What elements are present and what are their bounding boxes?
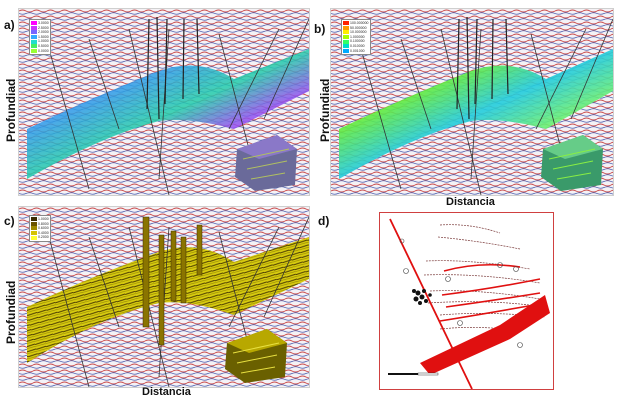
scale-bar bbox=[388, 372, 439, 376]
legend-swatch bbox=[31, 235, 37, 240]
fault-lines bbox=[360, 18, 613, 195]
legend-swatch bbox=[343, 48, 349, 53]
panel-d-label: d) bbox=[318, 214, 330, 228]
legend-value: 2.5000 bbox=[38, 25, 49, 30]
panel-a-label: a) bbox=[4, 18, 15, 32]
attribute-volume-band bbox=[339, 49, 613, 179]
legend-value: 0.4000 bbox=[38, 230, 49, 235]
legend-swatch bbox=[31, 30, 37, 35]
legend-value: 1.5000 bbox=[38, 34, 49, 39]
legend-value: 10.000000 bbox=[350, 30, 367, 35]
fault-lines bbox=[48, 18, 309, 195]
panel-a-svg bbox=[19, 9, 309, 195]
red-polygon bbox=[420, 295, 550, 375]
legend-value: 0.001000 bbox=[350, 48, 365, 53]
well-symbols bbox=[399, 238, 523, 348]
panel-b-legend: 100.000000 50.000000 10.000000 1.000000 … bbox=[341, 19, 371, 56]
panel-c-y-axis-label: Profundiad bbox=[4, 280, 18, 344]
panel-d-structural-map bbox=[379, 212, 554, 390]
panel-a-y-axis-label: Profundiad bbox=[4, 78, 18, 142]
panel-b-seismic-section: 100.000000 50.000000 10.000000 1.000000 … bbox=[330, 8, 614, 196]
attribute-volume-band bbox=[27, 49, 309, 179]
legend-swatch bbox=[343, 44, 349, 49]
panel-b-svg bbox=[331, 9, 613, 195]
attribute-volume-band bbox=[27, 237, 309, 363]
legend-value: 1.000000 bbox=[350, 34, 365, 39]
panel-d-svg bbox=[388, 218, 550, 389]
well-paths bbox=[146, 16, 200, 120]
legend-value: 0.2000 bbox=[38, 235, 49, 240]
legend-value: 0.0000 bbox=[38, 48, 49, 53]
legend-value: 0.5000 bbox=[38, 43, 49, 48]
legend-value: 1.0000 bbox=[38, 39, 49, 44]
legend-swatch bbox=[31, 35, 37, 40]
panel-b-x-axis-label: Distancia bbox=[446, 196, 495, 208]
legend-value: 3.0000 bbox=[38, 21, 49, 25]
legend-value: 50.000000 bbox=[350, 25, 367, 30]
panel-c-legend: 1.0000 0.8000 0.6000 0.4000 0.2000 bbox=[29, 215, 51, 242]
well-paths bbox=[456, 16, 509, 120]
legend-swatch bbox=[31, 226, 37, 231]
legend-swatch bbox=[31, 21, 37, 26]
legend-value: 0.8000 bbox=[38, 221, 49, 226]
well-locations bbox=[412, 289, 432, 305]
legend-value: 0.6000 bbox=[38, 226, 49, 231]
panel-c-svg bbox=[19, 207, 309, 387]
legend-value: 0.010000 bbox=[350, 43, 365, 48]
legend-swatch bbox=[31, 39, 37, 44]
legend-swatch bbox=[343, 39, 349, 44]
legend-swatch bbox=[31, 231, 37, 236]
legend-swatch bbox=[343, 21, 349, 26]
well-columns bbox=[142, 216, 203, 346]
panel-c-x-axis-label: Distancia bbox=[142, 386, 191, 398]
legend-swatch bbox=[343, 30, 349, 35]
panel-b-label: b) bbox=[314, 22, 326, 36]
panel-c-seismic-section: 1.0000 0.8000 0.6000 0.4000 0.2000 bbox=[18, 206, 310, 388]
legend-value: 2.0000 bbox=[38, 30, 49, 35]
panel-a-legend: 3.0000 2.5000 2.0000 1.5000 1.0000 0.500… bbox=[29, 19, 51, 56]
legend-value: 1.0000 bbox=[38, 217, 49, 221]
legend-swatch bbox=[343, 25, 349, 30]
inset-3d-cube bbox=[541, 135, 603, 191]
legend-swatch bbox=[343, 35, 349, 40]
legend-swatch bbox=[31, 48, 37, 53]
inset-3d-cube bbox=[225, 329, 287, 383]
panel-c-label: c) bbox=[4, 214, 15, 228]
legend-swatch bbox=[31, 25, 37, 30]
legend-swatch bbox=[31, 44, 37, 49]
legend-value: 0.100000 bbox=[350, 39, 365, 44]
inset-3d-cube bbox=[235, 135, 297, 191]
legend-swatch bbox=[31, 221, 37, 226]
panel-a-seismic-section: 3.0000 2.5000 2.0000 1.5000 1.0000 0.500… bbox=[18, 8, 310, 196]
legend-swatch bbox=[31, 217, 37, 222]
legend-value: 100.000000 bbox=[350, 21, 369, 25]
